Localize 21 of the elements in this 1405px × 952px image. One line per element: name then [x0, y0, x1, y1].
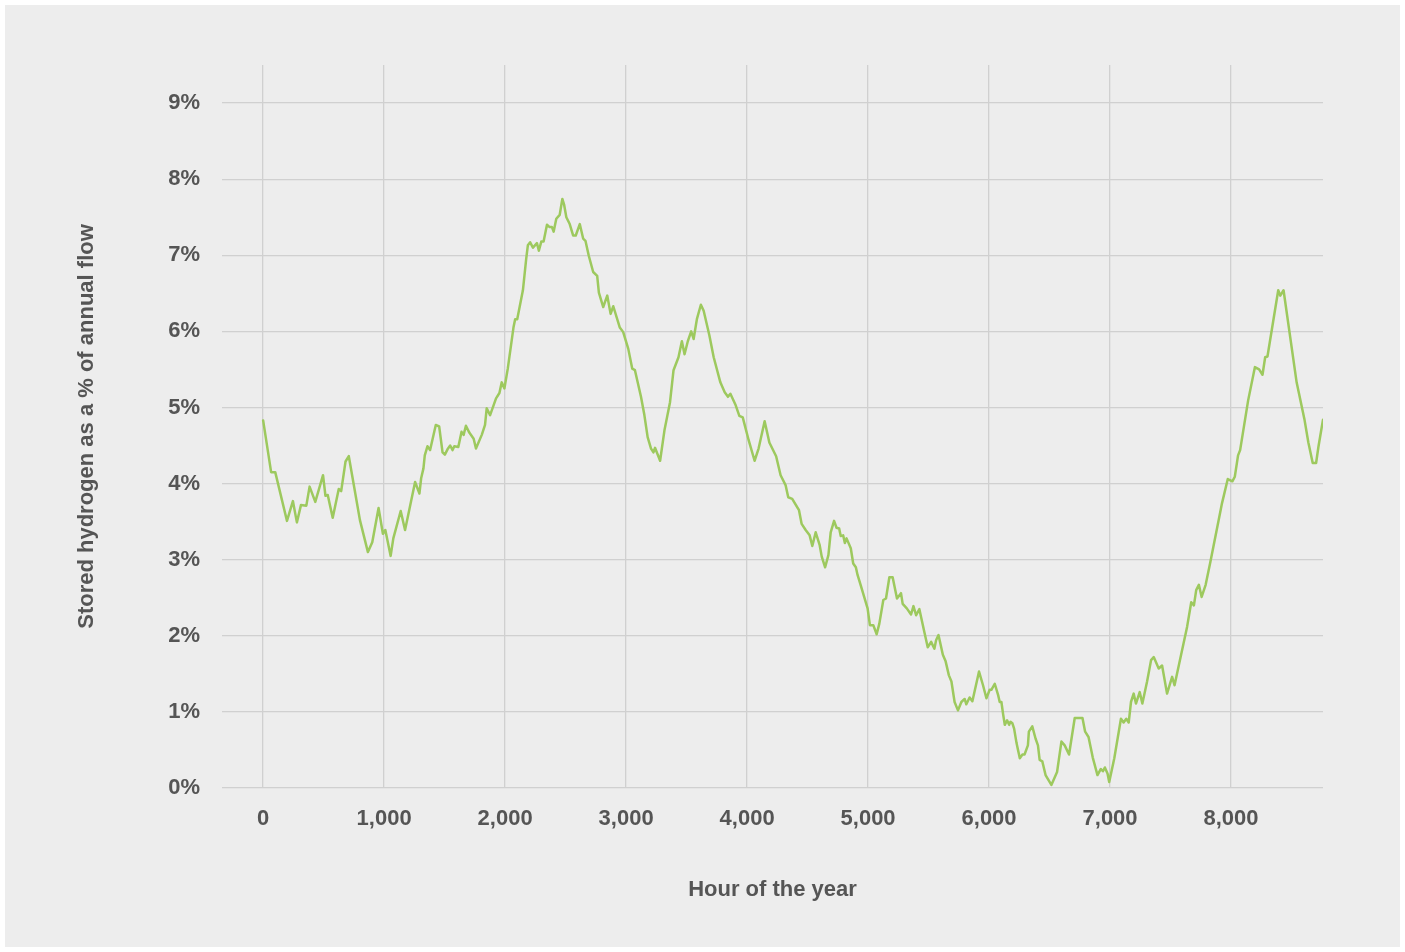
x-tick-label: 8,000 [1203, 805, 1259, 831]
y-tick-label: 5% [168, 393, 200, 419]
y-tick-label: 3% [168, 545, 200, 571]
x-tick-label: 1,000 [356, 805, 412, 831]
x-axis-title: Hour of the year [688, 875, 858, 901]
y-tick-label: 2% [168, 621, 200, 647]
x-tick-label: 7,000 [1082, 805, 1138, 831]
y-tick-label: 7% [168, 241, 200, 267]
y-tick-label: 8% [168, 165, 200, 191]
x-tick-label: 0 [257, 805, 270, 831]
x-tick-label: 4,000 [719, 805, 775, 831]
y-tick-label: 4% [168, 469, 200, 495]
x-tick-label: 5,000 [840, 805, 896, 831]
y-axis-title: Stored hydrogen as a % of annual flow [73, 223, 99, 629]
y-tick-label: 9% [168, 89, 200, 115]
x-tick-label: 6,000 [961, 805, 1017, 831]
y-tick-label: 1% [168, 697, 200, 723]
x-tick-label: 3,000 [598, 805, 654, 831]
x-tick-label: 2,000 [477, 805, 533, 831]
y-tick-label: 6% [168, 317, 200, 343]
y-tick-label: 0% [168, 774, 200, 800]
